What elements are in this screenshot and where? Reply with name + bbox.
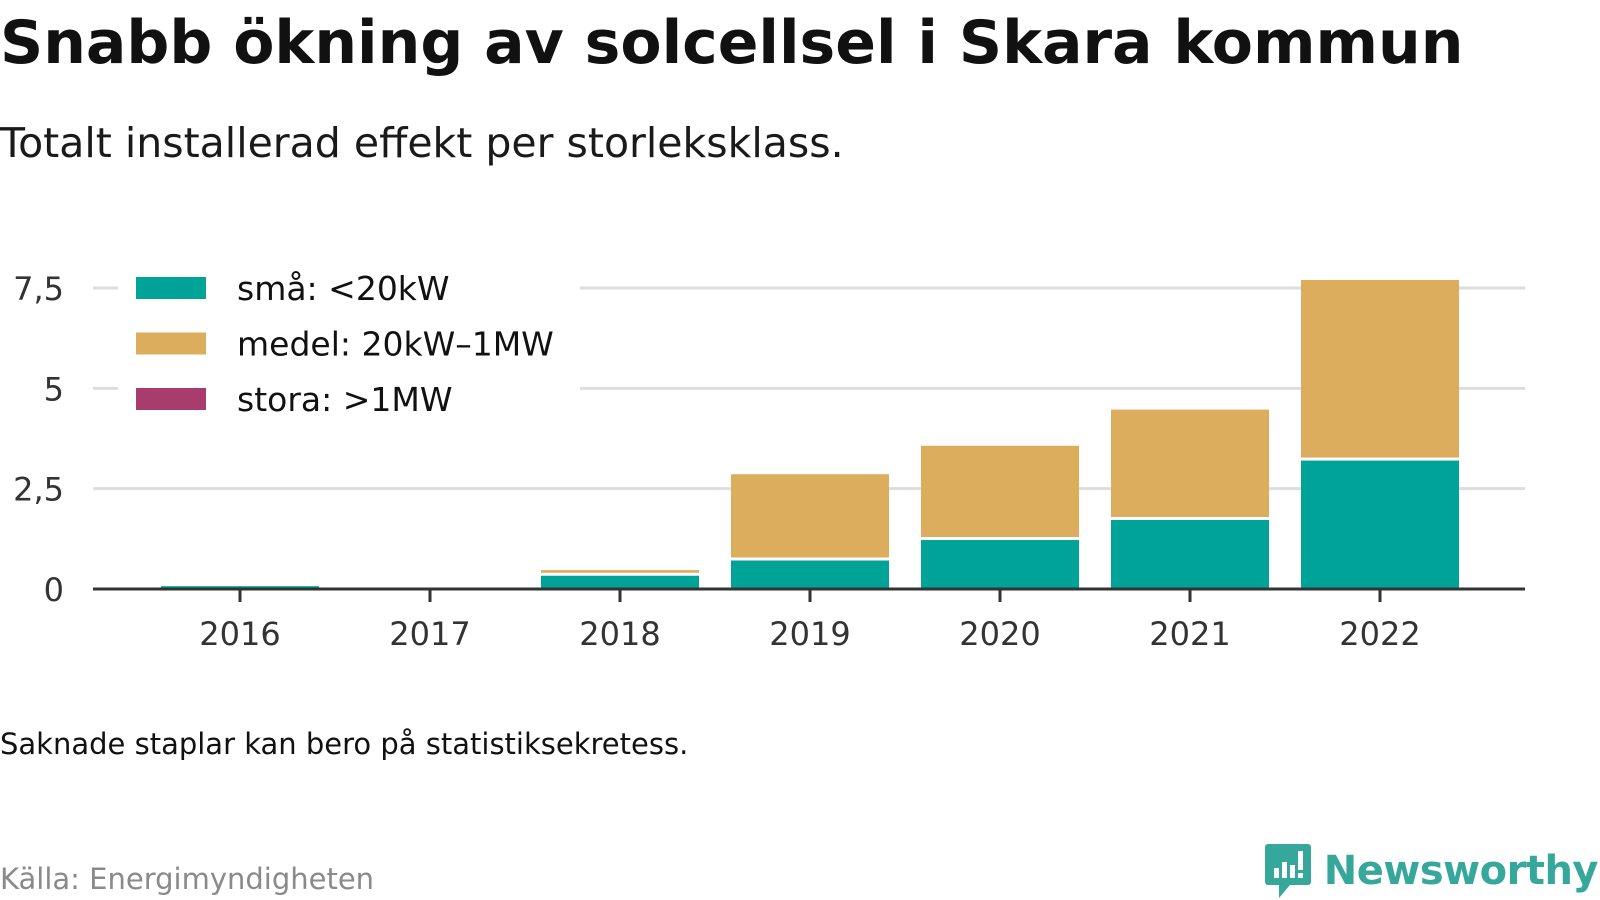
bars — [161, 279, 1459, 589]
bar-2022-series-0 — [1301, 460, 1459, 589]
legend-label: stora: >1MW — [237, 380, 452, 419]
chart-title: Snabb ökning av solcellsel i Skara kommu… — [0, 8, 1464, 78]
bar-2020-series-0 — [921, 540, 1079, 589]
brand-name: Newsworthy — [1323, 848, 1599, 894]
bar-2019-series-0 — [731, 560, 889, 589]
legend-swatch — [136, 388, 206, 410]
legend: små: <20kW medel: 20kW–1MW stora: >1MW — [118, 262, 580, 440]
y-axis-tick-labels: 0 2,5 5 7,5 — [13, 270, 64, 609]
footnote: Saknade staplar kan bero på statistiksek… — [0, 727, 689, 761]
bar-2018-series-1 — [541, 570, 699, 573]
bar-2018-series-0 — [541, 575, 699, 589]
bar-2019-series-1 — [731, 474, 889, 558]
bar-2021-series-0 — [1111, 519, 1269, 589]
newsworthy-logo-icon — [1264, 844, 1311, 898]
legend-label: medel: 20kW–1MW — [237, 325, 554, 364]
bar-2020-series-1 — [921, 445, 1079, 538]
source-credit: Källa: Energimyndigheten — [0, 862, 375, 896]
x-tick-label: 2017 — [389, 615, 470, 653]
y-tick-label: 5 — [44, 370, 64, 408]
bar-2022-series-1 — [1301, 279, 1459, 458]
x-tick-label: 2022 — [1339, 615, 1420, 653]
x-tick-label: 2016 — [199, 615, 280, 653]
x-tick-label: 2019 — [769, 615, 850, 653]
chart-subtitle: Totalt installerad effekt per storlekskl… — [0, 119, 844, 167]
stacked-bar-chart: 0 2,5 5 7,5 2016 2017 2018 2019 2020 2021 2022 sm… — [13, 262, 1525, 653]
y-tick-label: 2,5 — [13, 471, 64, 509]
y-tick-label: 0 — [44, 571, 64, 609]
bar-2021-series-1 — [1111, 409, 1269, 517]
legend-swatch — [136, 277, 206, 299]
legend-label: små: <20kW — [237, 269, 450, 308]
x-tick-label: 2021 — [1149, 615, 1230, 653]
x-tick-label: 2020 — [959, 615, 1040, 653]
x-tick-label: 2018 — [579, 615, 660, 653]
y-tick-label: 7,5 — [13, 270, 64, 308]
legend-swatch — [136, 332, 206, 355]
brand-logo: Newsworthy — [1264, 842, 1599, 900]
x-axis-tick-labels: 2016 2017 2018 2019 2020 2021 2022 — [199, 615, 1420, 653]
x-axis — [93, 587, 1525, 602]
